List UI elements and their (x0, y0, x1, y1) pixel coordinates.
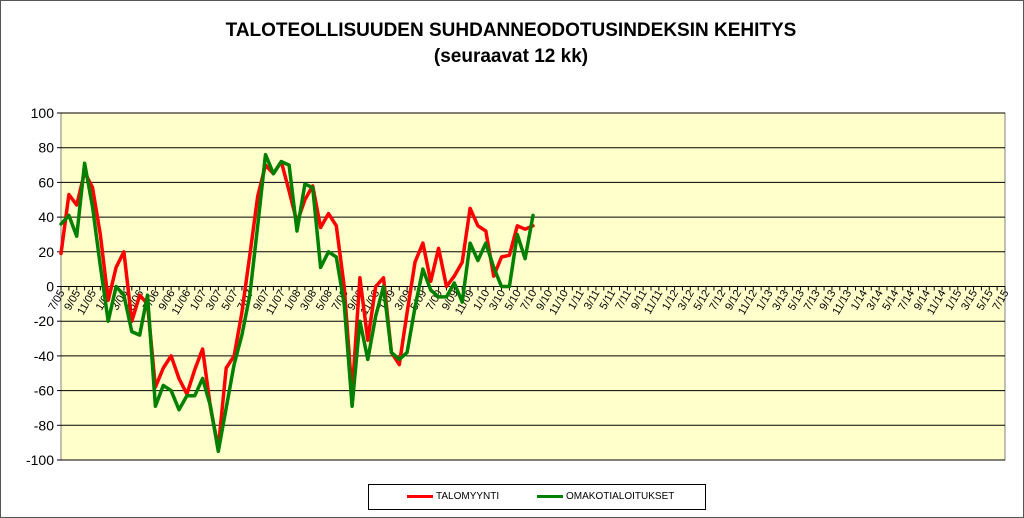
y-tick-label: -20 (34, 313, 54, 329)
y-tick-label: -80 (34, 417, 54, 433)
y-tick-label: -40 (34, 348, 54, 364)
legend-item-talomyynti: TALOMYYNTI (407, 491, 499, 502)
chart-title-line2: (seuraavat 12 kk) (433, 46, 589, 67)
y-tick-label: -60 (34, 383, 54, 399)
y-tick-label: -100 (26, 452, 54, 468)
x-axis: 7/059/0511/051/063/065/067/069/0611/061/… (46, 286, 1012, 317)
series-lines (59, 152, 535, 454)
y-tick-label: 80 (38, 140, 54, 156)
y-tick-label: 40 (38, 209, 54, 225)
series-line-omakotialoitukset (59, 152, 535, 454)
y-tick-label: 20 (38, 244, 54, 260)
legend: TALOMYYNTI OMAKOTIALOITUKSET (368, 484, 706, 510)
legend-swatch-omakotialoitukset (537, 495, 563, 498)
y-tick-label: 100 (31, 105, 55, 121)
y-tick-label: 0 (46, 279, 54, 295)
legend-label-talomyynti: TALOMYYNTI (436, 491, 500, 502)
y-axis: 100 80 60 40 20 0 -20 -40 -60 -80 -100 (26, 105, 61, 468)
legend-item-omakotialoitukset: OMAKOTIALOITUKSET (537, 491, 674, 502)
legend-swatch-talomyynti (407, 495, 433, 498)
chart-title: TALOTEOLLISUUDEN SUHDANNEODOTUSINDEKSIN … (0, 18, 1022, 70)
legend-label-omakotialoitukset: OMAKOTIALOITUKSET (566, 491, 675, 502)
y-tick-label: 60 (38, 174, 54, 190)
chart-title-line1: TALOTEOLLISUUDEN SUHDANNEODOTUSINDEKSIN … (225, 20, 797, 41)
